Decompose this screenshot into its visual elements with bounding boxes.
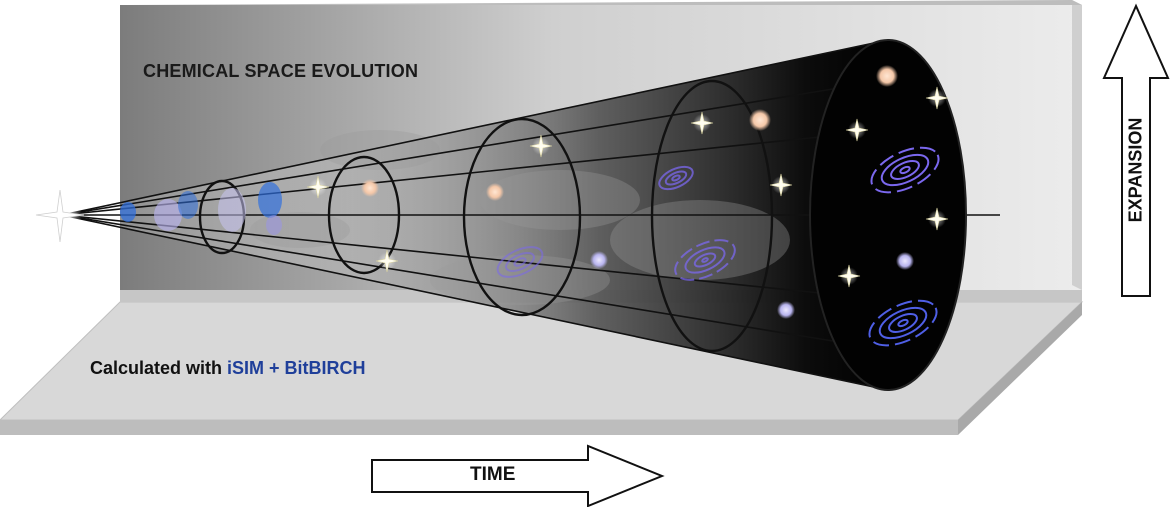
method-caption-prefix: Calculated with <box>90 358 228 378</box>
expansion-arrow-icon <box>1102 3 1170 297</box>
early-molecule-cluster <box>120 182 282 235</box>
method-caption: Calculated with iSIM + BitBIRCH <box>90 358 366 379</box>
method-caption-highlight: iSIM + BitBIRCH <box>227 358 366 378</box>
time-arrow-icon <box>371 444 665 507</box>
cone-rays <box>61 39 1000 391</box>
time-label: TIME <box>470 464 516 485</box>
diagram-title: CHEMICAL SPACE EVOLUTION <box>143 61 419 81</box>
origin-sparkle-icon <box>35 189 85 243</box>
galaxy-icon <box>658 165 694 191</box>
expansion-label: EXPANSION <box>1125 117 1146 223</box>
molecule-orbs <box>361 65 914 319</box>
galaxy-icon <box>674 239 736 281</box>
cross-section-rings <box>198 79 774 353</box>
galaxy-icon <box>496 246 544 278</box>
nebula-clouds <box>250 130 790 305</box>
